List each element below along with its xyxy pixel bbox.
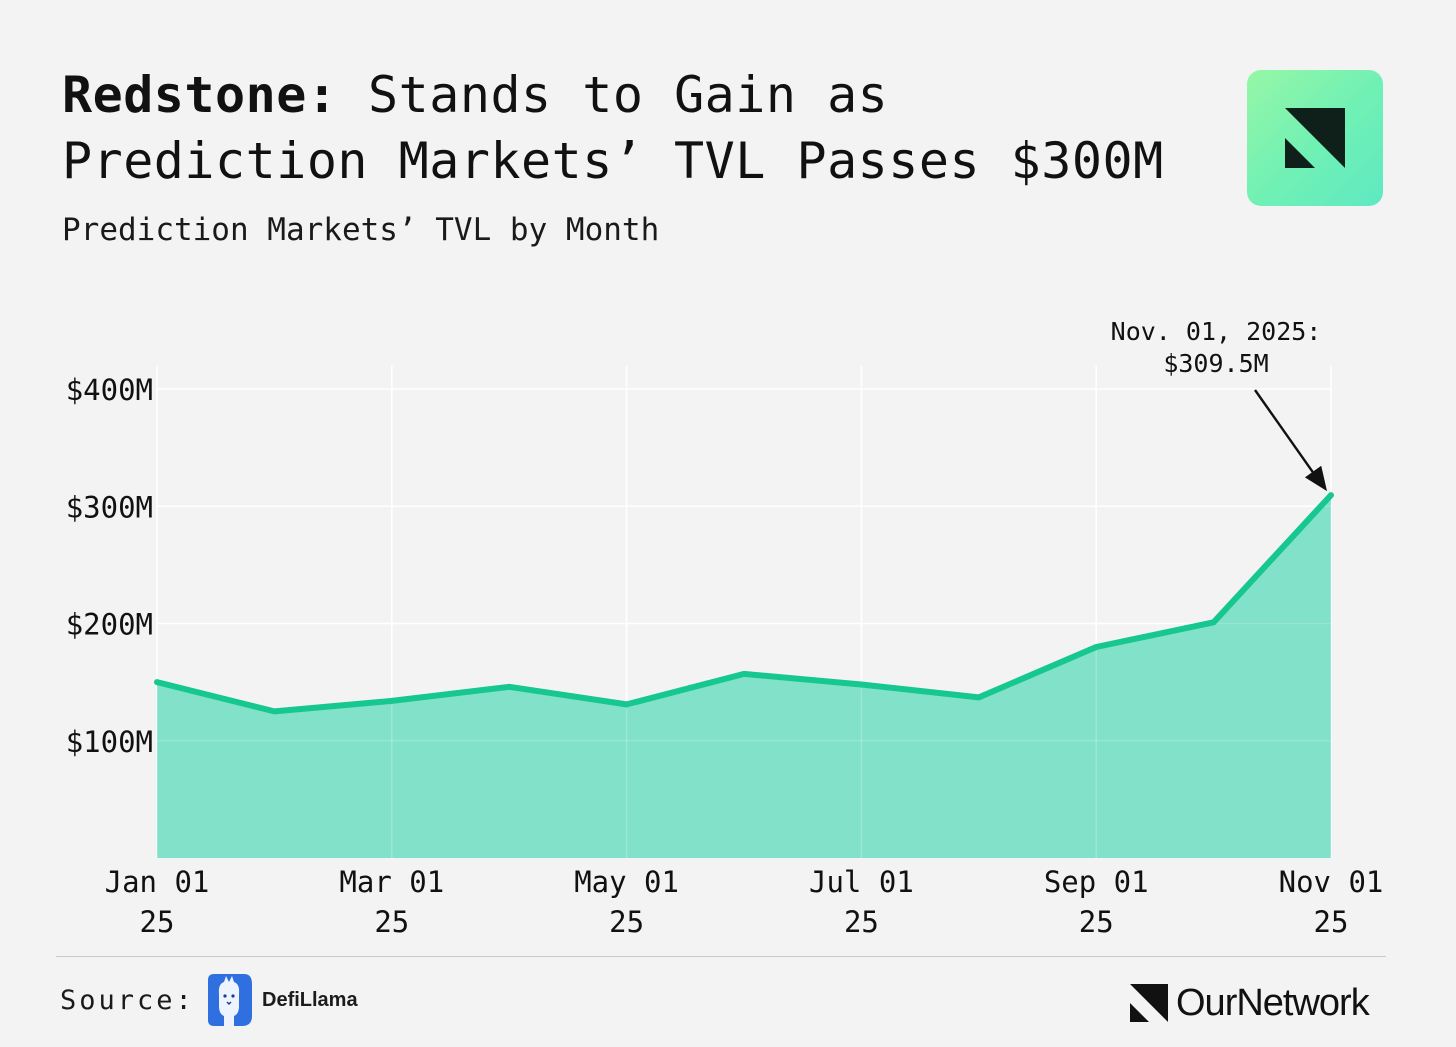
annotation-arrow-line [1254, 389, 1318, 479]
ournetwork-brand-name: OurNetwork [1176, 981, 1370, 1024]
x-tick-label: May 01 [574, 865, 679, 899]
x-tick-year-label: 25 [1314, 905, 1349, 939]
data-point [154, 679, 160, 685]
defillama-logo: DefiLlama [204, 972, 358, 1028]
tvl-line-series [154, 492, 1334, 715]
x-tick-year-label: 25 [844, 905, 879, 939]
y-tick-label: $200M [66, 608, 153, 642]
x-tick-label: Sep 01 [1044, 865, 1149, 899]
tvl-area-chart: $100M $200M $300M $400M Jan 01 25 Mar 01 25 May … [66, 317, 1384, 939]
data-point [389, 698, 395, 704]
chart-title-rest: Stands to Gain as Prediction Markets’ TV… [62, 66, 1164, 190]
data-point [271, 708, 277, 714]
data-point [741, 671, 747, 677]
x-tick-year-label: 25 [1079, 905, 1114, 939]
footer-divider [56, 956, 1386, 957]
x-tick-year-label: 25 [609, 905, 644, 939]
chart-subtitle: Prediction Markets’ TVL by Month [62, 212, 660, 248]
data-point [624, 701, 630, 707]
data-point [1093, 644, 1099, 650]
annotation-date-label: Nov. 01, 2025: [1111, 317, 1322, 346]
y-tick-label: $300M [66, 490, 153, 524]
axes: $100M $200M $300M $400M Jan 01 25 Mar 01 25 May … [66, 373, 1384, 939]
annotation: Nov. 01, 2025: $309.5M [1111, 317, 1327, 492]
y-tick-label: $400M [66, 373, 153, 407]
x-tick-label: Nov 01 [1279, 865, 1384, 899]
data-point [976, 694, 982, 700]
x-tick-year-label: 25 [374, 905, 409, 939]
ournetwork-badge-logo [1247, 70, 1383, 206]
defillama-llama-icon [208, 974, 252, 1026]
x-tick-year-label: 25 [140, 905, 175, 939]
x-tick-label: Jan 01 [105, 865, 210, 899]
annotation-arrowhead-icon [1304, 465, 1327, 492]
x-tick-label: Mar 01 [339, 865, 444, 899]
ournetwork-footer-logo: OurNetwork [1130, 981, 1370, 1024]
data-point [858, 681, 864, 687]
ournetwork-mark-icon [1285, 108, 1345, 168]
x-tick-label: Jul 01 [809, 865, 914, 899]
y-tick-label: $100M [66, 725, 153, 759]
ournetwork-footer-mark-icon [1130, 984, 1168, 1022]
data-point [506, 684, 512, 690]
source-label: Source: [60, 985, 195, 1016]
chart-title-bold: Redstone: [62, 66, 338, 124]
defillama-name: DefiLlama [262, 988, 358, 1011]
chart-title: Redstone: Stands to Gain as Prediction M… [62, 62, 1222, 194]
data-point [1328, 492, 1334, 498]
annotation-value-label: $309.5M [1163, 349, 1268, 378]
area-layer [154, 388, 1334, 858]
data-point [1211, 619, 1217, 625]
